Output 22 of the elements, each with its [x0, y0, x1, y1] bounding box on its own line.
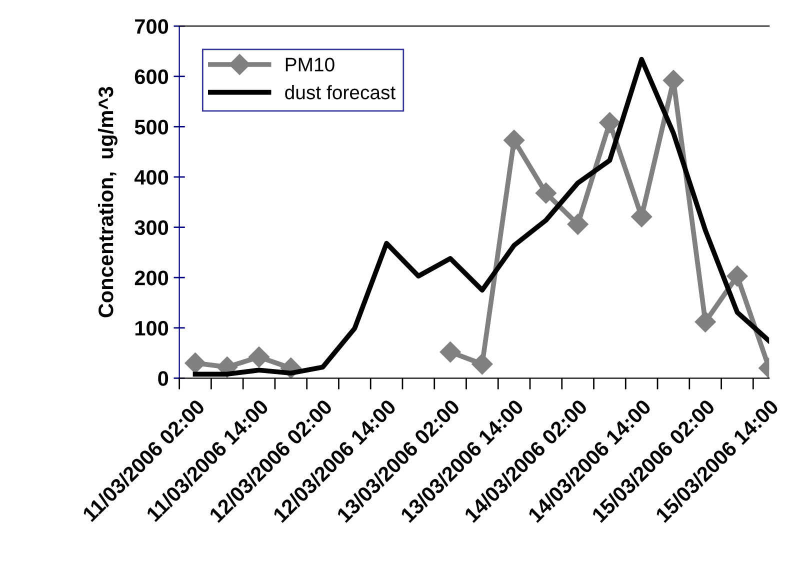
point [694, 311, 716, 332]
y-axis-title: Concentration, ug/m^3 [98, 86, 118, 318]
y-tick-label: 200 [134, 270, 168, 286]
legend-label: dust forecast [285, 85, 396, 100]
point [184, 352, 206, 374]
point [567, 214, 588, 235]
y-tick-label: 600 [134, 69, 168, 84]
point [726, 266, 748, 287]
point [472, 354, 493, 375]
y-tick-label: 700 [135, 19, 168, 34]
point [599, 112, 620, 134]
point [248, 346, 270, 368]
point [535, 182, 556, 204]
y-tick-label: 300 [134, 220, 168, 236]
y-tick-label: 0 [158, 371, 168, 386]
point [440, 341, 461, 363]
y-tick-label: 400 [134, 170, 168, 185]
y-tick-label: 100 [135, 320, 168, 336]
legend-label: PM10 [286, 58, 334, 72]
point [504, 130, 525, 151]
y-tick-label: 500 [134, 120, 168, 134]
point [631, 206, 652, 228]
